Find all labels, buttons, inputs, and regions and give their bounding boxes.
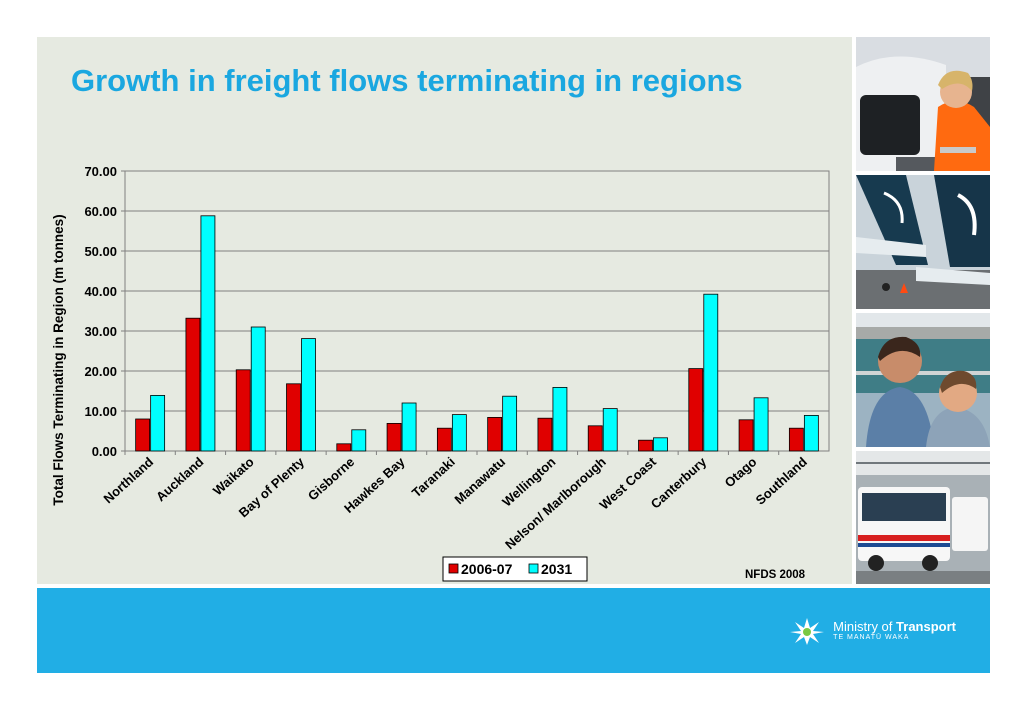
x-tick-label: Gisborne: [305, 454, 357, 503]
x-tick-label: Canterbury: [648, 454, 710, 512]
y-tick-label: 0.00: [92, 444, 117, 459]
bar-2031-otago: [753, 397, 769, 452]
legend-swatch-2006-07: [448, 563, 459, 574]
slide: Growth in freight flows terminating in r…: [37, 37, 990, 673]
photo-strip: [856, 37, 990, 584]
source-note: NFDS 2008: [745, 569, 806, 581]
y-tick-label: 30.00: [84, 324, 117, 339]
slide-title: Growth in freight flows terminating in r…: [71, 63, 743, 98]
bus-photo-icon: [856, 451, 990, 584]
x-tick-label: Nelson/ Marlborough: [502, 454, 609, 552]
chart-legend: 2006-07 2031: [442, 556, 588, 582]
bar-2031-bay-of-plenty: [301, 338, 316, 452]
bar-2031-hawkes-bay: [401, 402, 417, 452]
bar-2031-waikato: [250, 326, 266, 452]
x-tick-label: Auckland: [153, 454, 207, 504]
bar-2006-07-gisborne: [336, 443, 352, 452]
driver-photo-icon: [856, 37, 990, 171]
bar-2031-manawatu: [502, 395, 518, 452]
bar-2031-wellington: [552, 386, 568, 452]
bar-2006-07-bay-of-plenty: [286, 383, 301, 452]
footer-band: Ministry of Transport TE MANATŪ WAKA: [37, 588, 990, 673]
bar-2031-auckland: [200, 215, 216, 452]
bar-2006-07-hawkes-bay: [386, 422, 402, 452]
y-tick-label: 40.00: [84, 284, 117, 299]
ferry-passengers-photo-icon: [856, 313, 990, 447]
x-tick-label: Taranaki: [409, 454, 458, 500]
bar-2031-taranaki: [451, 414, 467, 452]
bar-2006-07-wellington: [537, 417, 553, 452]
legend-label-2006-07: 2006-07: [461, 561, 513, 577]
x-tick-label: Otago: [722, 454, 760, 490]
bar-2031-nelson-marlborough: [602, 408, 618, 452]
y-tick-label: 60.00: [84, 204, 117, 219]
legend-box: [442, 556, 588, 582]
bar-2006-07-manawatu: [487, 416, 503, 452]
y-tick-label: 70.00: [84, 164, 117, 179]
ferry-photo: [856, 313, 990, 447]
legend-label-2031: 2031: [541, 561, 572, 577]
koru-star-icon: [790, 618, 825, 645]
x-tick-label: Waikato: [210, 454, 257, 498]
bar-2006-07-west-coast: [638, 439, 653, 452]
bar-2031-gisborne: [351, 429, 367, 452]
driver-photo: [856, 37, 990, 171]
bar-2031-northland: [150, 394, 166, 452]
bar-chart: 0.0010.0020.0030.0040.0050.0060.0070.00 …: [51, 164, 830, 582]
bar-2031-canterbury: [703, 293, 719, 452]
brand-name-part1: Ministry of: [833, 618, 893, 634]
bar-2006-07-canterbury: [688, 368, 704, 452]
brand-subtitle: TE MANATŪ WAKA: [833, 634, 910, 642]
y-axis-label: Total Flows Terminating in Region (m ton…: [51, 214, 66, 505]
y-tick-label: 20.00: [84, 364, 117, 379]
bar-2006-07-auckland: [185, 317, 201, 452]
x-tick-label: Northland: [100, 454, 156, 506]
aircraft-photo: [856, 175, 990, 309]
ministry-of-transport-logo: Ministry of Transport TE MANATŪ WAKA: [789, 616, 956, 646]
bar-2006-07-southland: [788, 427, 804, 452]
bar-2031-southland: [803, 414, 819, 452]
brand-name-part2: Transport: [896, 618, 956, 634]
x-tick-label: Southland: [753, 454, 810, 508]
bus-photo: [856, 451, 990, 584]
y-tick-label: 50.00: [84, 244, 117, 259]
bar-2006-07-taranaki: [436, 427, 452, 452]
legend-swatch-2031: [528, 563, 539, 574]
bar-2006-07-otago: [738, 419, 754, 452]
plot-area: [124, 170, 830, 452]
bar-2006-07-nelson-marlborough: [587, 425, 603, 452]
bar-2006-07-northland: [135, 418, 151, 452]
bar-2006-07-waikato: [235, 369, 251, 452]
content-panel: Growth in freight flows terminating in r…: [37, 37, 852, 584]
aircraft-tails-photo-icon: [856, 175, 990, 309]
y-tick-label: 10.00: [84, 404, 117, 419]
bar-2031-west-coast: [653, 437, 668, 452]
